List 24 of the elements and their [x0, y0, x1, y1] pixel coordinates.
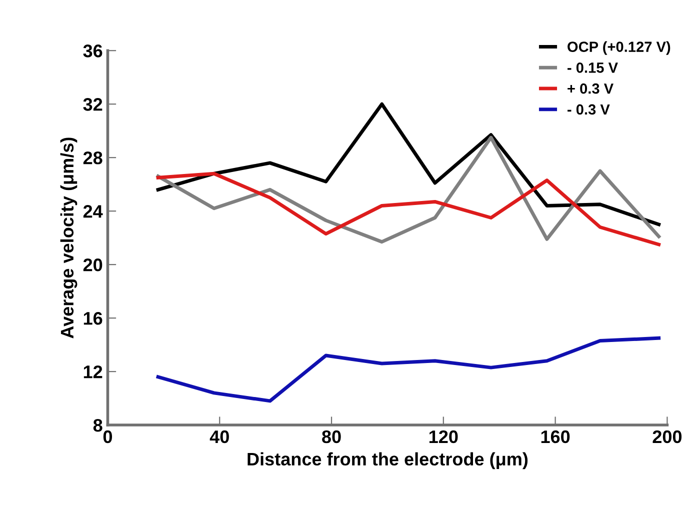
- line-series: [156, 136, 661, 244]
- y-tick-label: 16: [84, 312, 102, 325]
- y-tick-label: 28: [83, 152, 102, 164]
- y-tick-label: 32: [83, 98, 102, 111]
- line-series: [156, 172, 661, 246]
- x-tick-label: 120: [429, 430, 458, 444]
- x-tick-label: 40: [210, 430, 229, 444]
- y-tick-label: 20: [83, 258, 102, 272]
- x-tick-label: 80: [322, 430, 341, 444]
- y-tick-label: 24: [83, 205, 103, 218]
- x-axis-title: Distance from the electrode (μm): [248, 452, 528, 470]
- legend-label: - 0.3 V: [568, 104, 610, 115]
- y-tick-label: 8: [93, 418, 102, 432]
- legend-label: - 0.15 V: [568, 62, 618, 73]
- legend-label: OCP (+0.127 V): [568, 41, 670, 55]
- line-series: [156, 336, 661, 403]
- x-tick-label: 200: [652, 430, 682, 444]
- y-tick-label: 12: [84, 365, 102, 378]
- legend-label: + 0.3 V: [568, 83, 614, 94]
- line-series: [156, 102, 661, 226]
- x-tick-label: 160: [541, 430, 570, 444]
- x-tick-label: 0: [103, 430, 112, 444]
- y-tick-label: 36: [83, 44, 102, 58]
- y-axis-title: Average velocity (μm/s): [60, 138, 78, 338]
